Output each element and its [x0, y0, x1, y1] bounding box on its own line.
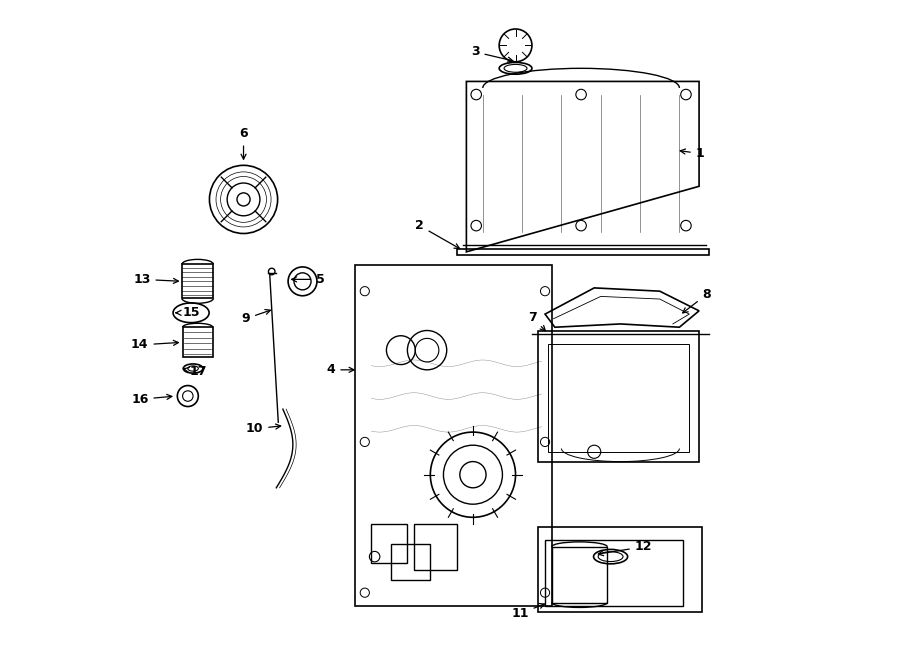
Bar	[183, 327, 212, 358]
Text: 17: 17	[184, 366, 207, 378]
Bar	[182, 264, 213, 298]
Text: 4: 4	[327, 364, 354, 376]
Bar	[372, 524, 408, 563]
Bar	[391, 543, 430, 580]
Text: 9: 9	[241, 309, 270, 325]
Text: 12: 12	[598, 540, 652, 556]
Text: 10: 10	[246, 422, 281, 436]
Text: 6: 6	[239, 128, 248, 159]
Text: 8: 8	[683, 288, 711, 313]
Bar	[538, 527, 702, 612]
Bar	[552, 547, 608, 603]
Text: 13: 13	[133, 273, 178, 286]
Text: 5: 5	[292, 273, 324, 286]
Bar	[548, 344, 689, 451]
Bar	[414, 524, 456, 570]
Text: 7: 7	[527, 311, 545, 330]
Text: 2: 2	[415, 219, 460, 249]
Text: 3: 3	[471, 46, 513, 62]
Text: 15: 15	[176, 306, 200, 319]
Bar	[545, 540, 683, 605]
Bar	[355, 265, 552, 605]
Text: 16: 16	[131, 393, 172, 406]
Text: 14: 14	[131, 338, 178, 352]
Text: 11: 11	[511, 603, 544, 620]
Text: 1: 1	[680, 147, 705, 160]
Bar	[538, 330, 699, 461]
